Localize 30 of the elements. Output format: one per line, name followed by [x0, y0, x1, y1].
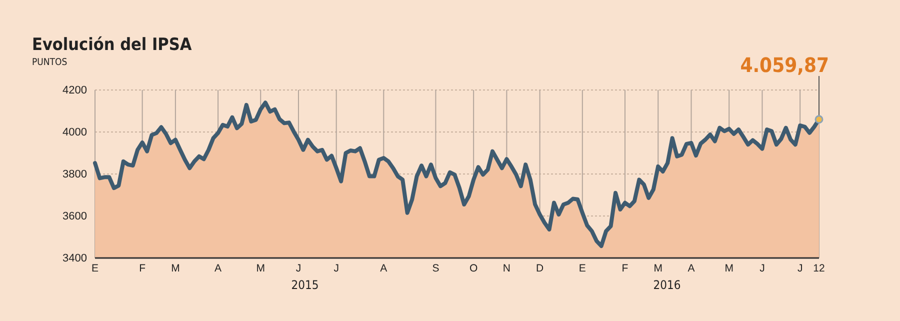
x-tick-label: J	[760, 262, 765, 274]
x-tick-label: E	[91, 262, 99, 274]
x-tick-label: N	[502, 262, 510, 274]
x-tick-label: F	[139, 262, 146, 274]
x-tick-label: J	[296, 262, 302, 274]
x-tick-label: 12	[813, 262, 825, 274]
x-tick-label: J	[334, 262, 339, 274]
x-tick-label: J	[797, 262, 803, 274]
x-tick-label: O	[469, 262, 478, 274]
chart-subtitle: PUNTOS	[32, 57, 68, 68]
x-tick-label: A	[688, 262, 695, 274]
y-tick-label: 3400	[62, 252, 87, 265]
x-tick-label: M	[724, 262, 734, 274]
x-tick-label: F	[622, 262, 628, 274]
text: 2015	[291, 278, 319, 292]
x-tick-label: E	[578, 262, 586, 274]
x-tick-label: M	[654, 262, 662, 274]
text: 2016	[653, 278, 681, 292]
y-tick-label: 4000	[62, 126, 87, 139]
y-tick-label: 3800	[62, 168, 87, 181]
x-tick-label: D	[536, 262, 544, 274]
annotation: 4.059,87	[740, 53, 829, 77]
x-tick-label: M	[256, 262, 265, 274]
x-tick-label: S	[432, 262, 440, 274]
y-tick-label: 4200	[62, 84, 87, 97]
y-tick-label: 3600	[62, 210, 87, 223]
x-tick-label: A	[380, 262, 388, 274]
x-tick-label: M	[171, 262, 180, 274]
chart-title: Evolución del IPSA	[32, 35, 192, 55]
x-tick-label: A	[214, 262, 222, 274]
